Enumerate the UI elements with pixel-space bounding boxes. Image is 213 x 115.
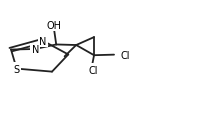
Text: Cl: Cl: [89, 65, 98, 75]
Text: N: N: [39, 36, 47, 46]
Text: S: S: [14, 64, 20, 74]
Text: OH: OH: [47, 20, 62, 30]
Text: Cl: Cl: [121, 50, 131, 60]
Text: N: N: [32, 45, 39, 55]
